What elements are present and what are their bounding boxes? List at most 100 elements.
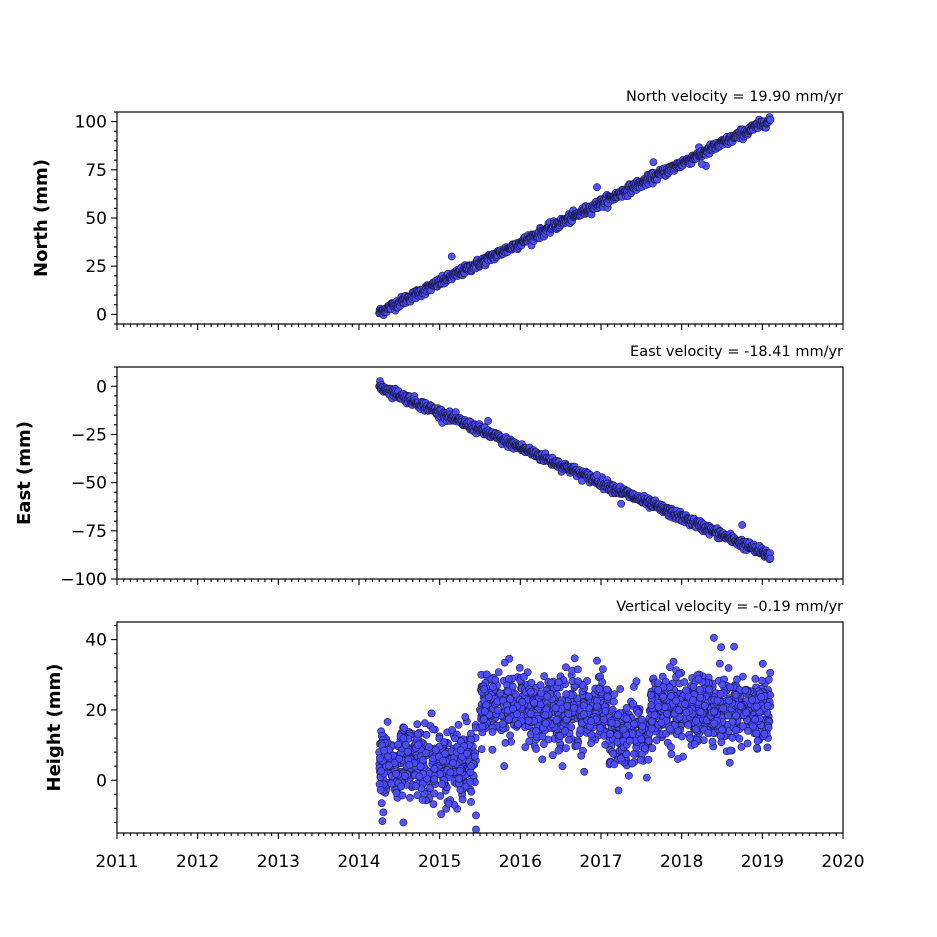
height-point (376, 786, 385, 794)
height-point (681, 700, 689, 708)
height-point (467, 787, 476, 796)
height-ytick-label: 0 (96, 771, 107, 791)
height-point (552, 716, 561, 724)
height-point (680, 678, 689, 686)
height-point (638, 722, 647, 731)
height-point (632, 677, 641, 686)
height-point (521, 743, 530, 751)
height-point (666, 663, 674, 671)
height-point (472, 825, 480, 833)
height-point (634, 709, 643, 717)
north-ytick-label: 75 (85, 161, 107, 181)
height-point (652, 736, 661, 745)
height-point (736, 702, 745, 710)
height-point (580, 767, 589, 776)
height-point (488, 745, 497, 754)
height-point (508, 682, 517, 691)
height-point (741, 686, 750, 695)
height-point (472, 811, 480, 820)
height-point (480, 715, 488, 724)
height-point (760, 730, 769, 738)
height-point (748, 696, 756, 704)
height-point (480, 707, 489, 716)
height-point (526, 687, 535, 696)
height-point (653, 679, 662, 687)
height-point (506, 731, 514, 740)
height-point (625, 737, 634, 745)
height-point (514, 720, 522, 728)
height-point (610, 690, 619, 699)
height-point (577, 751, 586, 760)
height-point (648, 717, 656, 726)
height-point (672, 696, 680, 705)
height-point (403, 747, 412, 756)
height-point (551, 704, 560, 712)
height-point (713, 696, 722, 705)
height-point (684, 721, 693, 729)
height-point (739, 672, 747, 681)
height-point (616, 685, 625, 693)
height-point (413, 791, 422, 799)
height-point (654, 703, 663, 711)
xtick-label: 2019 (741, 852, 784, 872)
height-point (596, 724, 605, 732)
height-point (554, 678, 563, 687)
height-point (617, 754, 625, 763)
height-point (732, 711, 740, 720)
height-point (515, 664, 524, 672)
height-point (466, 778, 475, 786)
height-point (603, 693, 612, 701)
height-point (488, 683, 497, 691)
height-point (666, 725, 675, 734)
height-point (636, 756, 645, 764)
height-point (642, 773, 651, 782)
height-point (556, 732, 565, 740)
height-point (576, 725, 585, 734)
height-point (504, 715, 513, 724)
height-point (484, 693, 493, 701)
height-point (657, 718, 666, 727)
height-point (724, 696, 733, 705)
height-point (644, 755, 653, 764)
height-point (609, 749, 618, 758)
height-point (558, 762, 567, 771)
north-velocity-title: North velocity = 19.90 mm/yr (626, 89, 843, 105)
height-point (518, 698, 527, 706)
height-point (456, 746, 465, 754)
height-point (446, 768, 455, 777)
height-point (669, 657, 678, 666)
height-point (719, 704, 728, 713)
height-point (644, 737, 653, 745)
height-point (532, 727, 540, 735)
height-point (579, 701, 588, 710)
height-point (751, 715, 760, 724)
height-point (701, 701, 709, 710)
north-ytick-label: 100 (75, 113, 107, 133)
xtick-label: 2011 (95, 852, 138, 872)
height-point (430, 789, 439, 798)
height-point (593, 656, 601, 665)
height-point (405, 761, 414, 769)
height-point (717, 738, 726, 747)
height-point (413, 720, 422, 729)
height-point (394, 740, 402, 749)
height-point (579, 710, 588, 719)
east-panel: 0 −25 −50 −75 −100 East velocity = -18.41 mm/… (14, 344, 844, 590)
height-point (415, 772, 424, 781)
height-point (477, 745, 486, 753)
height-point (392, 789, 401, 797)
height-point (730, 642, 738, 651)
height-point (458, 795, 467, 804)
height-point (564, 709, 573, 718)
xtick-label: 2018 (660, 852, 703, 872)
height-point (422, 749, 430, 757)
height-point (488, 728, 497, 736)
height-point (456, 767, 464, 775)
height-point (758, 659, 767, 668)
north-point (766, 115, 775, 124)
height-point (619, 725, 628, 734)
height-point (564, 736, 573, 744)
height-point (440, 738, 448, 747)
xtick-label: 2013 (257, 852, 300, 872)
height-point (428, 725, 437, 734)
